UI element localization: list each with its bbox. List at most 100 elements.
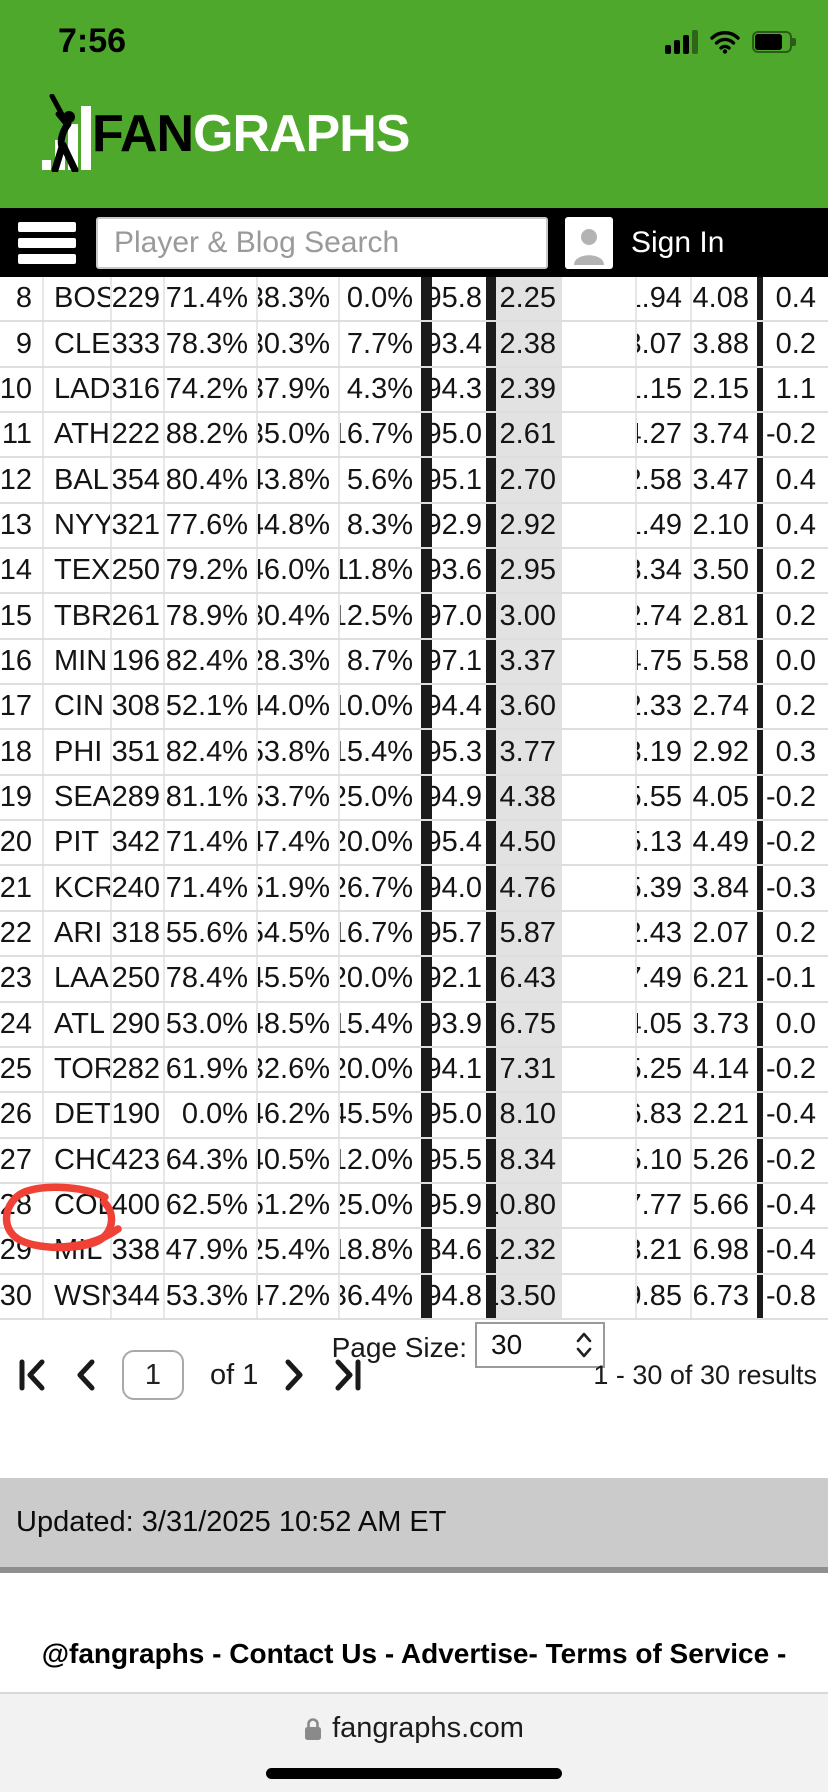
column-divider [757,1093,763,1137]
value-cell: 94.0 [432,871,482,904]
value-cell: 26.7% [338,866,421,910]
user-avatar-icon[interactable] [565,217,613,269]
value-cell: 88.2% [163,413,256,457]
empty-cell [562,912,635,955]
value-cell: .308 [110,685,163,729]
empty-cell [562,1093,635,1136]
select-stepper-icon [576,1332,592,1358]
wifi-icon [710,31,740,54]
updated-banner: Updated: 3/31/2025 10:52 AM ET [0,1478,828,1573]
column-divider [757,866,763,910]
value-cell: .196 [110,639,163,684]
team-cell: SEA [42,775,110,820]
empty-cell [562,458,635,501]
value-cell: 78.9% [163,594,256,638]
column-divider [486,1274,496,1318]
next-page-icon[interactable] [284,1357,306,1393]
first-page-icon[interactable] [18,1357,48,1393]
last-page-icon[interactable] [332,1357,362,1393]
value-cell: 32.6% [256,1047,338,1092]
value-cell: 3.47 [690,458,757,502]
value-cell: 2.39 [496,367,562,412]
value-cell: .333 [110,322,163,366]
column-divider [421,503,432,548]
team-cell: LAA [42,957,110,1001]
value-cell: 53.8% [256,730,338,774]
column-divider [486,367,496,412]
empty-cell [562,1048,635,1091]
value-cell: 25.4% [256,1229,338,1273]
column-divider [757,367,763,412]
value-cell: -0.4 [766,1234,816,1267]
value-cell: 46.2% [256,1093,338,1137]
search-input[interactable] [96,217,548,269]
team-cell: TBR [42,594,110,638]
sign-in-button[interactable]: Sign In [631,225,725,259]
value-cell: 4.75 [635,639,690,684]
page-number-input[interactable]: 1 [122,1350,184,1400]
value-cell: 79.2% [163,549,256,593]
value-cell: .400 [110,1183,163,1228]
column-divider [757,730,763,774]
value-cell: 3.73 [690,1002,757,1046]
empty-cell [562,368,635,411]
team-cell: CLE [42,322,110,366]
value-cell: 4.50 [496,821,562,865]
team-cell: LAD [42,367,110,412]
rank-cell: 16 [0,644,32,677]
pagination-bar: Page Size: 30 1 of 1 [0,1320,828,1415]
empty-cell [562,730,635,773]
column-divider [421,821,432,865]
team-cell: TEX [42,549,110,593]
value-cell: 95.8 [432,282,482,315]
value-cell: 6.43 [496,957,562,1001]
value-cell: 1.15 [635,367,690,412]
empty-cell [562,776,635,819]
column-divider [757,821,763,865]
hamburger-menu-icon[interactable] [18,222,76,264]
value-cell: 8.34 [496,1138,562,1182]
fangraphs-batter-icon [42,94,91,172]
previous-page-icon[interactable] [74,1357,96,1393]
column-divider [757,1229,763,1273]
empty-cell [562,413,635,456]
value-cell: .354 [110,458,163,502]
column-divider [757,322,763,366]
value-cell: 9.85 [635,1274,690,1318]
address-bar[interactable]: fangraphs.com [0,1712,828,1745]
home-indicator-bar[interactable] [266,1768,562,1779]
footer-links[interactable]: @fangraphs - Contact Us - Advertise- Ter… [41,1638,787,1669]
value-cell: 3.34 [635,549,690,593]
value-cell: 53.7% [256,775,338,820]
column-divider [757,775,763,820]
column-divider [757,957,763,1001]
value-cell: 4.08 [690,277,757,321]
value-cell: 7.77 [635,1183,690,1228]
value-cell: 0.0% [338,277,421,321]
value-cell: 2.95 [496,549,562,593]
column-divider [486,639,496,684]
value-cell: .190 [110,1093,163,1137]
team-cell: MIL [42,1229,110,1273]
value-cell: 15.4% [338,1002,421,1046]
value-cell: .282 [110,1047,163,1092]
value-cell: 46.0% [256,549,338,593]
value-cell: 95.0 [432,418,482,451]
column-divider [486,413,496,457]
value-cell: 2.25 [496,277,562,321]
column-divider [757,594,763,638]
column-divider [421,594,432,638]
value-cell: 25.0% [338,775,421,820]
stats-table-body: 8BOS.22971.4%38.3%0.0%95.82.251.944.080.… [0,277,828,1320]
value-cell: 2.61 [496,413,562,457]
fangraphs-logo[interactable]: FANGRAPHS [42,94,410,172]
column-divider [486,866,496,910]
column-divider [421,549,432,593]
rank-cell: 22 [0,916,32,949]
value-cell: .250 [110,549,163,593]
page-size-select[interactable]: 30 [475,1322,605,1368]
